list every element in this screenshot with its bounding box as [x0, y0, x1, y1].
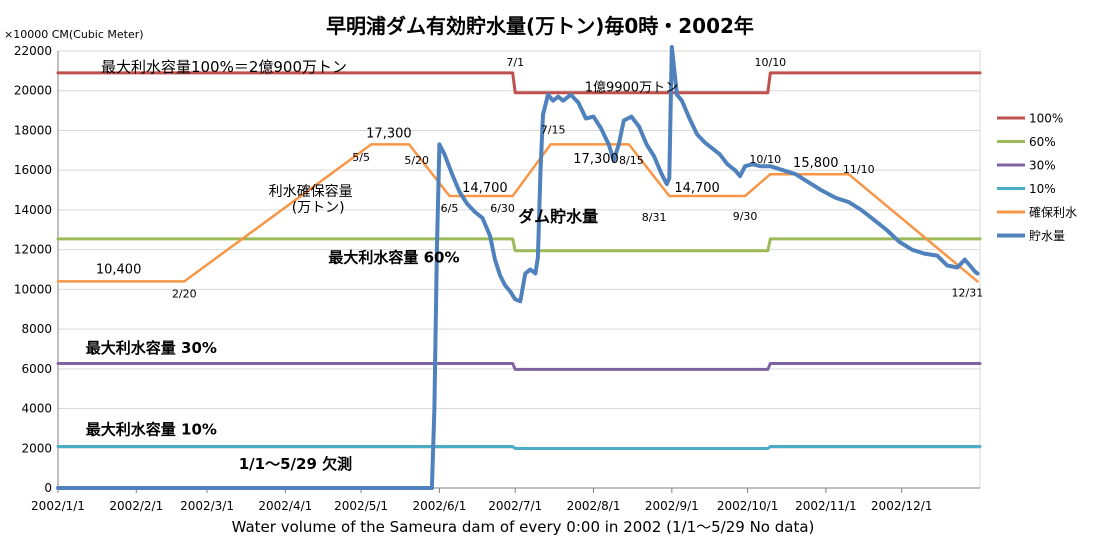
legend-label: 確保利水 [1029, 205, 1077, 220]
y-tick-label: 0 [44, 481, 52, 495]
annotation-label: 最大利水容量100%＝2億900万トン [101, 58, 347, 76]
annotation-label: 15,800 [793, 156, 839, 171]
annotation-label: 最大利水容量 10% [86, 420, 217, 438]
annotation-label: 6/30 [490, 202, 515, 215]
annotation-label: 9/30 [733, 210, 758, 223]
x-tick-label: 2002/10/1 [717, 499, 779, 513]
y-tick-label: 10000 [14, 282, 52, 296]
y-tick-label: 20000 [14, 84, 52, 98]
annotation-label: 17,300 [573, 152, 619, 167]
series-line-4 [56, 445, 982, 450]
annotation-label: 利水確保容量 [269, 183, 353, 200]
annotation-label: 17,300 [366, 126, 412, 141]
legend-label: 貯水量 [1029, 229, 1065, 243]
x-tick-label: 2002/6/1 [412, 499, 466, 513]
annotation-label: 7/15 [541, 123, 566, 136]
annotation-label: 14,700 [462, 181, 508, 196]
annotation-label: 5/20 [404, 154, 429, 167]
y-tick-label: 22000 [14, 44, 52, 58]
annotation-label: 10,400 [96, 262, 142, 277]
x-tick-label: 2002/1/1 [31, 499, 85, 513]
y-tick-label: 18000 [14, 123, 52, 137]
y-tick-label: 8000 [21, 322, 52, 336]
series-line-5 [56, 143, 979, 283]
annotation-label: 8/31 [642, 211, 667, 224]
x-tick-label: 2002/8/1 [567, 499, 621, 513]
x-tick-label: 2002/2/1 [109, 499, 163, 513]
y-tick-label: 12000 [14, 243, 52, 257]
x-axis-label: Water volume of the Sameura dam of every… [232, 518, 815, 536]
y-axis-unit-label: ×10000 CM(Cubic Meter) [4, 28, 144, 41]
legend-label: 30% [1029, 159, 1056, 173]
annotation-label: 6/5 [441, 202, 459, 215]
x-tick-label: 2002/9/1 [645, 499, 699, 513]
annotation-label: ダム貯水量 [518, 207, 598, 226]
annotation-label: 7/1 [506, 56, 524, 69]
x-tick-label: 2002/12/1 [871, 499, 933, 513]
annotation-label: (万トン) [292, 200, 345, 216]
annotations: 最大利水容量100%＝2億900万トン 1億9900万トン 7/1 10/10 最大利水… [86, 56, 983, 473]
annotation-label: 10/10 [754, 56, 786, 69]
legend-label: 10% [1029, 182, 1056, 196]
series-line-6 [56, 45, 980, 490]
annotation-label: 10/10 [749, 153, 781, 166]
annotation-label: 5/5 [352, 151, 370, 164]
annotation-label: 12/31 [952, 286, 984, 299]
series-lines [56, 45, 982, 490]
axes: 0 2000 4000 6000 8000 10000 12000 14000 16000 180… [14, 44, 980, 513]
annotation-label: 8/15 [619, 154, 644, 167]
y-tick-label: 16000 [14, 163, 52, 177]
y-tick-label: 6000 [21, 362, 52, 376]
x-tick-label: 2002/3/1 [180, 499, 234, 513]
annotation-label: 1億9900万トン [585, 80, 678, 96]
legend-label: 60% [1029, 135, 1056, 149]
y-tick-label: 2000 [21, 441, 52, 455]
y-tick-label: 14000 [14, 203, 52, 217]
x-tick-label: 2002/4/1 [258, 499, 312, 513]
x-tick-label: 2002/7/1 [488, 499, 542, 513]
chart-title: 早明浦ダム有効貯水量(万トン)毎0時・2002年 [326, 14, 754, 38]
annotation-label: 11/10 [843, 163, 875, 176]
y-tick-label: 4000 [21, 402, 52, 416]
annotation-label: 1/1～5/29 欠測 [239, 455, 352, 473]
annotation-label: 最大利水容量 60% [328, 249, 459, 267]
annotation-label: 最大利水容量 30% [86, 339, 217, 357]
legend-label: 100% [1029, 112, 1063, 126]
x-tick-label: 2002/11/1 [795, 499, 857, 513]
series-line-1 [56, 71, 982, 95]
annotation-label: 14,700 [674, 181, 720, 196]
x-tick-label: 2002/5/1 [334, 499, 388, 513]
annotation-label: 2/20 [172, 287, 197, 300]
